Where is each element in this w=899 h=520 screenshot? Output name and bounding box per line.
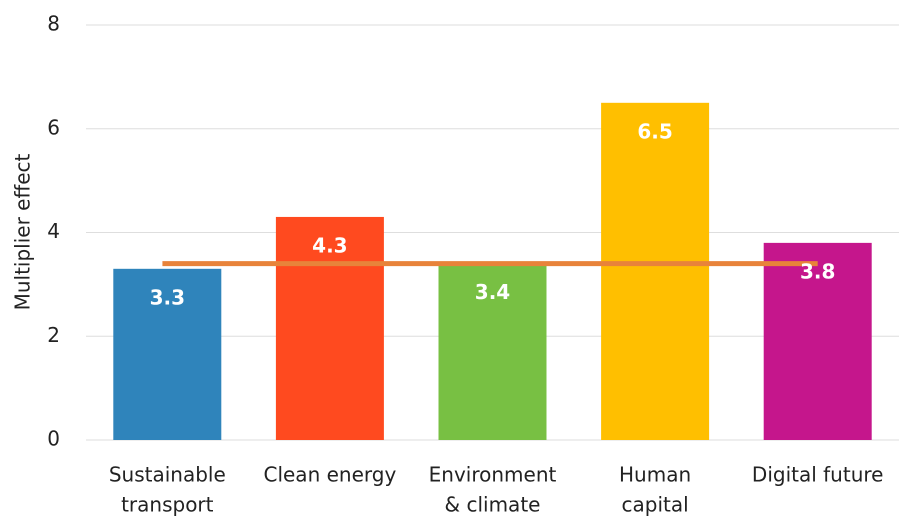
x-tick-label: Environment [429, 463, 557, 487]
x-tick-label: Human [619, 463, 691, 487]
x-tick-label: Sustainable [109, 463, 226, 487]
x-tick-label: & climate [445, 493, 541, 517]
x-tick-label: Clean energy [263, 463, 396, 487]
bar [275, 216, 384, 440]
y-tick-label: 0 [47, 427, 60, 451]
x-tick-label: capital [622, 493, 689, 517]
value-label: 3.4 [475, 280, 510, 304]
value-label: 4.3 [312, 233, 347, 257]
bar [113, 268, 222, 440]
bar [763, 242, 872, 440]
value-label: 6.5 [637, 119, 672, 143]
y-tick-label: 6 [47, 115, 60, 139]
y-tick-label: 8 [47, 12, 60, 36]
bar [601, 102, 710, 440]
value-label: 3.3 [150, 285, 185, 309]
bar [438, 263, 547, 440]
y-tick-label: 4 [47, 219, 60, 243]
value-label: 3.8 [800, 259, 835, 283]
y-axis-label: Multiplier effect [11, 153, 35, 310]
y-tick-label: 2 [47, 323, 60, 347]
x-tick-label: transport [121, 493, 214, 517]
x-tick-label: Digital future [752, 463, 884, 487]
